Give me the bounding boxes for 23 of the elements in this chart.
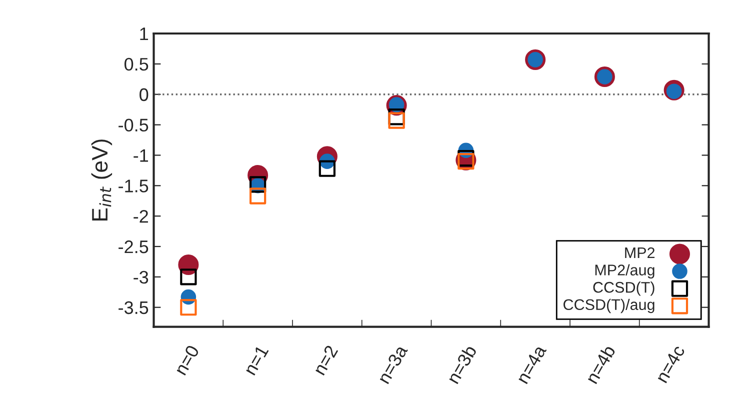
legend-label: MP2/aug bbox=[595, 264, 654, 278]
y-tick-label: 0 bbox=[140, 88, 148, 102]
point bbox=[318, 160, 336, 177]
legend-label: CCSD(T)/aug bbox=[564, 298, 654, 314]
y-tick-label: -1.5 bbox=[118, 180, 148, 192]
point bbox=[180, 268, 197, 286]
legend-label: MP2 bbox=[625, 247, 655, 258]
legend-label: CCSD(T) bbox=[593, 282, 654, 296]
point bbox=[249, 188, 266, 204]
y-axis-title: E$_{int}$ (eV) bbox=[91, 140, 112, 220]
y-tick-label: -3 bbox=[134, 270, 148, 284]
x-tick-label: n=2 bbox=[312, 344, 338, 376]
x-tick-label: n=0 bbox=[174, 344, 200, 376]
y-tick-label: -3.5 bbox=[118, 301, 148, 314]
y-tick-label: -2.5 bbox=[118, 240, 148, 254]
y-tick-label: -1 bbox=[134, 149, 148, 162]
y-tick-label: 0.5 bbox=[124, 58, 148, 71]
y-tick-label: -0.5 bbox=[118, 118, 148, 132]
x-tick-label: n=1 bbox=[244, 344, 269, 376]
point bbox=[180, 299, 197, 316]
y-tick-label: -2 bbox=[134, 210, 148, 223]
point bbox=[388, 112, 405, 129]
y-tick-label: 1 bbox=[140, 28, 148, 40]
